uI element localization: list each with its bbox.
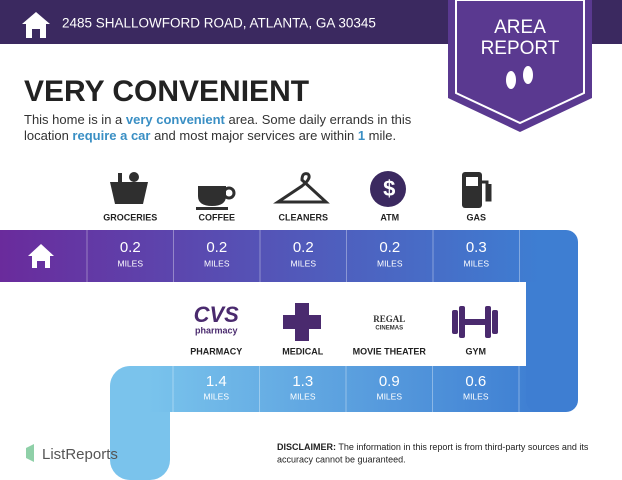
highlight: very convenient (126, 112, 226, 127)
disclaimer-label: DISCLAIMER: (277, 442, 336, 452)
disclaimer-text: accuracy cannot be guaranteed. (277, 454, 406, 464)
text: mile. (365, 128, 396, 143)
highlight: 1 (358, 128, 365, 143)
distance: 1.4 (206, 373, 227, 390)
text: This home is in a (24, 112, 126, 127)
band (0, 230, 540, 282)
home-icon (22, 12, 50, 38)
distance: 0.3 (466, 239, 487, 256)
unit: MILES (463, 391, 489, 401)
badge (448, 0, 592, 132)
home-icon (28, 244, 54, 268)
badge-text: AREA (494, 17, 546, 38)
highlight: require a car (72, 128, 150, 143)
logo-text: CINEMAS (375, 326, 403, 332)
band (150, 366, 540, 412)
place-label: CLEANERS (278, 212, 328, 222)
place-label: ATM (380, 212, 399, 222)
title: VERY CONVENIENT (24, 75, 309, 108)
distance: 0.2 (206, 239, 227, 256)
gym-icon (452, 306, 498, 338)
text: area. Some daily errands in this (225, 112, 412, 127)
footprints (506, 66, 533, 89)
logo-text: CVS (194, 302, 240, 327)
place-label: GYM (465, 346, 486, 356)
text: location (24, 128, 72, 143)
disclaimer: DISCLAIMER: The information in this repo… (277, 442, 589, 452)
place-label: GROCERIES (103, 212, 157, 222)
place-label: COFFEE (198, 212, 235, 222)
unit: MILES (376, 391, 402, 401)
place-label: MEDICAL (282, 346, 323, 356)
distance: 0.9 (379, 373, 400, 390)
distance: 0.6 (465, 373, 486, 390)
logo-text: pharmacy (195, 325, 238, 335)
atm-symbol: $ (383, 176, 395, 201)
medical-icon (283, 303, 321, 341)
unit: MILES (117, 258, 143, 268)
text: and most major services are within (150, 128, 357, 143)
coffee-icon (196, 186, 236, 210)
unit: MILES (463, 258, 489, 268)
logo-text: REGAL (373, 314, 405, 324)
unit: MILES (203, 391, 229, 401)
atm-icon (370, 171, 406, 207)
description: location require a car and most major se… (24, 128, 396, 143)
grocery-icon (110, 172, 148, 204)
place-label: MOVIE THEATER (353, 346, 427, 356)
unit: MILES (290, 391, 316, 401)
brand: ListReports (42, 446, 118, 463)
place-label: GAS (466, 212, 486, 222)
place-label: PHARMACY (190, 346, 242, 356)
distance: 0.2 (293, 239, 314, 256)
unit: MILES (377, 258, 403, 268)
unit: MILES (204, 258, 230, 268)
gas-icon (462, 172, 492, 208)
unit: MILES (290, 258, 316, 268)
distance: 1.3 (292, 373, 313, 390)
badge-border (455, 0, 585, 125)
description: This home is in a very convenient area. … (24, 112, 412, 127)
hanger-icon (273, 172, 330, 204)
brand-logo (26, 444, 34, 462)
distance: 0.2 (120, 239, 141, 256)
disclaimer-text: The information in this report is from t… (336, 442, 589, 452)
badge-text: REPORT (481, 38, 560, 59)
address: 2485 SHALLOWFORD ROAD, ATLANTA, GA 30345 (62, 16, 376, 31)
distance: 0.2 (379, 239, 400, 256)
